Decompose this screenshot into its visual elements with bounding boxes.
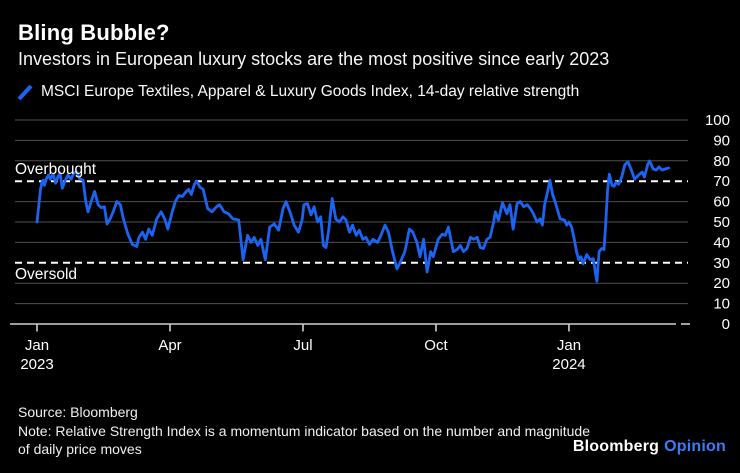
y-tick-label: 30 (713, 255, 730, 272)
opinion-wordmark: Opinion (664, 438, 726, 455)
legend-label: MSCI Europe Textiles, Apparel & Luxury G… (41, 83, 580, 100)
chart-title: Bling Bubble? (18, 20, 170, 45)
x-tick-label: Jan (25, 337, 49, 354)
legend: MSCI Europe Textiles, Apparel & Luxury G… (16, 83, 579, 101)
y-tick-label: 100 (705, 112, 730, 129)
x-tick-sublabel: 2024 (552, 356, 585, 373)
y-tick-label: 40 (713, 234, 730, 251)
y-tick-label: 10 (713, 296, 730, 313)
x-tick-label: Apr (158, 337, 181, 354)
bloomberg-opinion-logo: Bloomberg Opinion (573, 438, 726, 456)
x-tick-label: Oct (424, 337, 448, 354)
oversold-label: Oversold (15, 266, 78, 283)
y-tick-label: 60 (713, 194, 730, 211)
y-tick-label: 70 (713, 173, 730, 190)
x-tick-sublabel: 2023 (20, 356, 53, 373)
source-text: Source: Bloomberg (18, 404, 138, 420)
blue-slash-icon (17, 84, 33, 100)
note-text: Note: Relative Strength Index is a momen… (18, 423, 590, 457)
overbought-label: Overbought (15, 161, 96, 178)
y-tick-label: 90 (713, 132, 730, 149)
x-tick-label: Jan (557, 337, 581, 354)
y-tick-label: 0 (722, 316, 730, 333)
x-tick-label: Jul (293, 337, 312, 354)
y-tick-label: 80 (713, 153, 730, 170)
bloomberg-wordmark: Bloomberg (572, 438, 660, 455)
y-tick-label: 20 (713, 275, 730, 292)
chart-subtitle: Investors in European luxury stocks are … (18, 49, 610, 69)
rsi-series-line (35, 159, 671, 283)
y-tick-label: 50 (713, 214, 730, 231)
